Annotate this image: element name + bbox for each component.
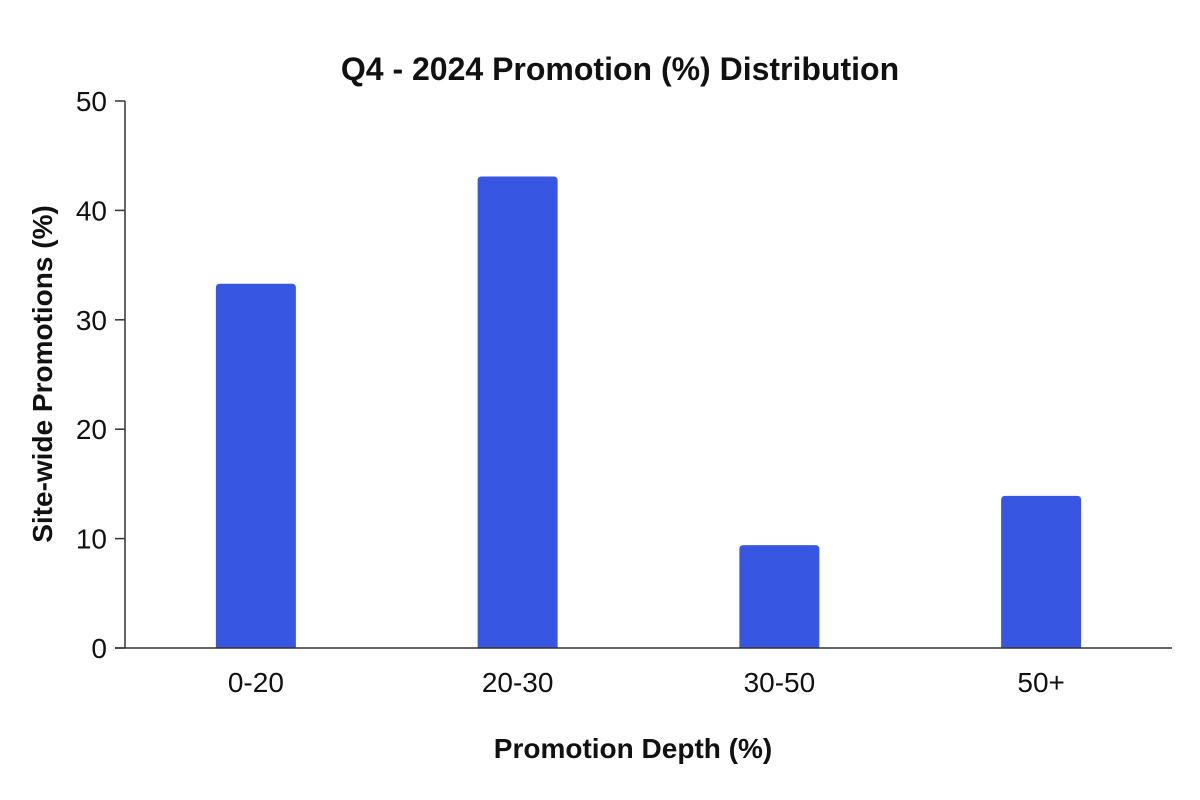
x-tick-label: 0-20 bbox=[228, 667, 284, 698]
x-axis: 0-20 20-30 30-50 50+ bbox=[115, 647, 1172, 698]
x-tick-label: 20-30 bbox=[482, 667, 554, 698]
y-axis: 0 10 20 30 40 50 bbox=[76, 86, 126, 664]
x-tick-label: 30-50 bbox=[744, 667, 816, 698]
y-tick-label: 50 bbox=[76, 86, 107, 117]
y-tick-label: 30 bbox=[76, 305, 107, 336]
y-tick-label: 10 bbox=[76, 524, 107, 555]
y-tick-label: 20 bbox=[76, 414, 107, 445]
x-tick-label: 50+ bbox=[1017, 667, 1065, 698]
y-axis-label-group: Site-wide Promotions (%) bbox=[27, 205, 58, 543]
bar-0-20 bbox=[215, 283, 296, 648]
bar-30-50 bbox=[739, 545, 820, 648]
bar-20-30 bbox=[477, 176, 558, 648]
x-axis-label: Promotion Depth (%) bbox=[494, 733, 772, 764]
chart-title: Q4 - 2024 Promotion (%) Distribution bbox=[341, 51, 899, 87]
bar-50+ bbox=[1001, 495, 1082, 648]
y-tick-label: 40 bbox=[76, 195, 107, 226]
y-axis-label: Site-wide Promotions (%) bbox=[27, 205, 58, 543]
bars-group bbox=[215, 176, 1082, 648]
y-tick-label: 0 bbox=[91, 633, 107, 664]
